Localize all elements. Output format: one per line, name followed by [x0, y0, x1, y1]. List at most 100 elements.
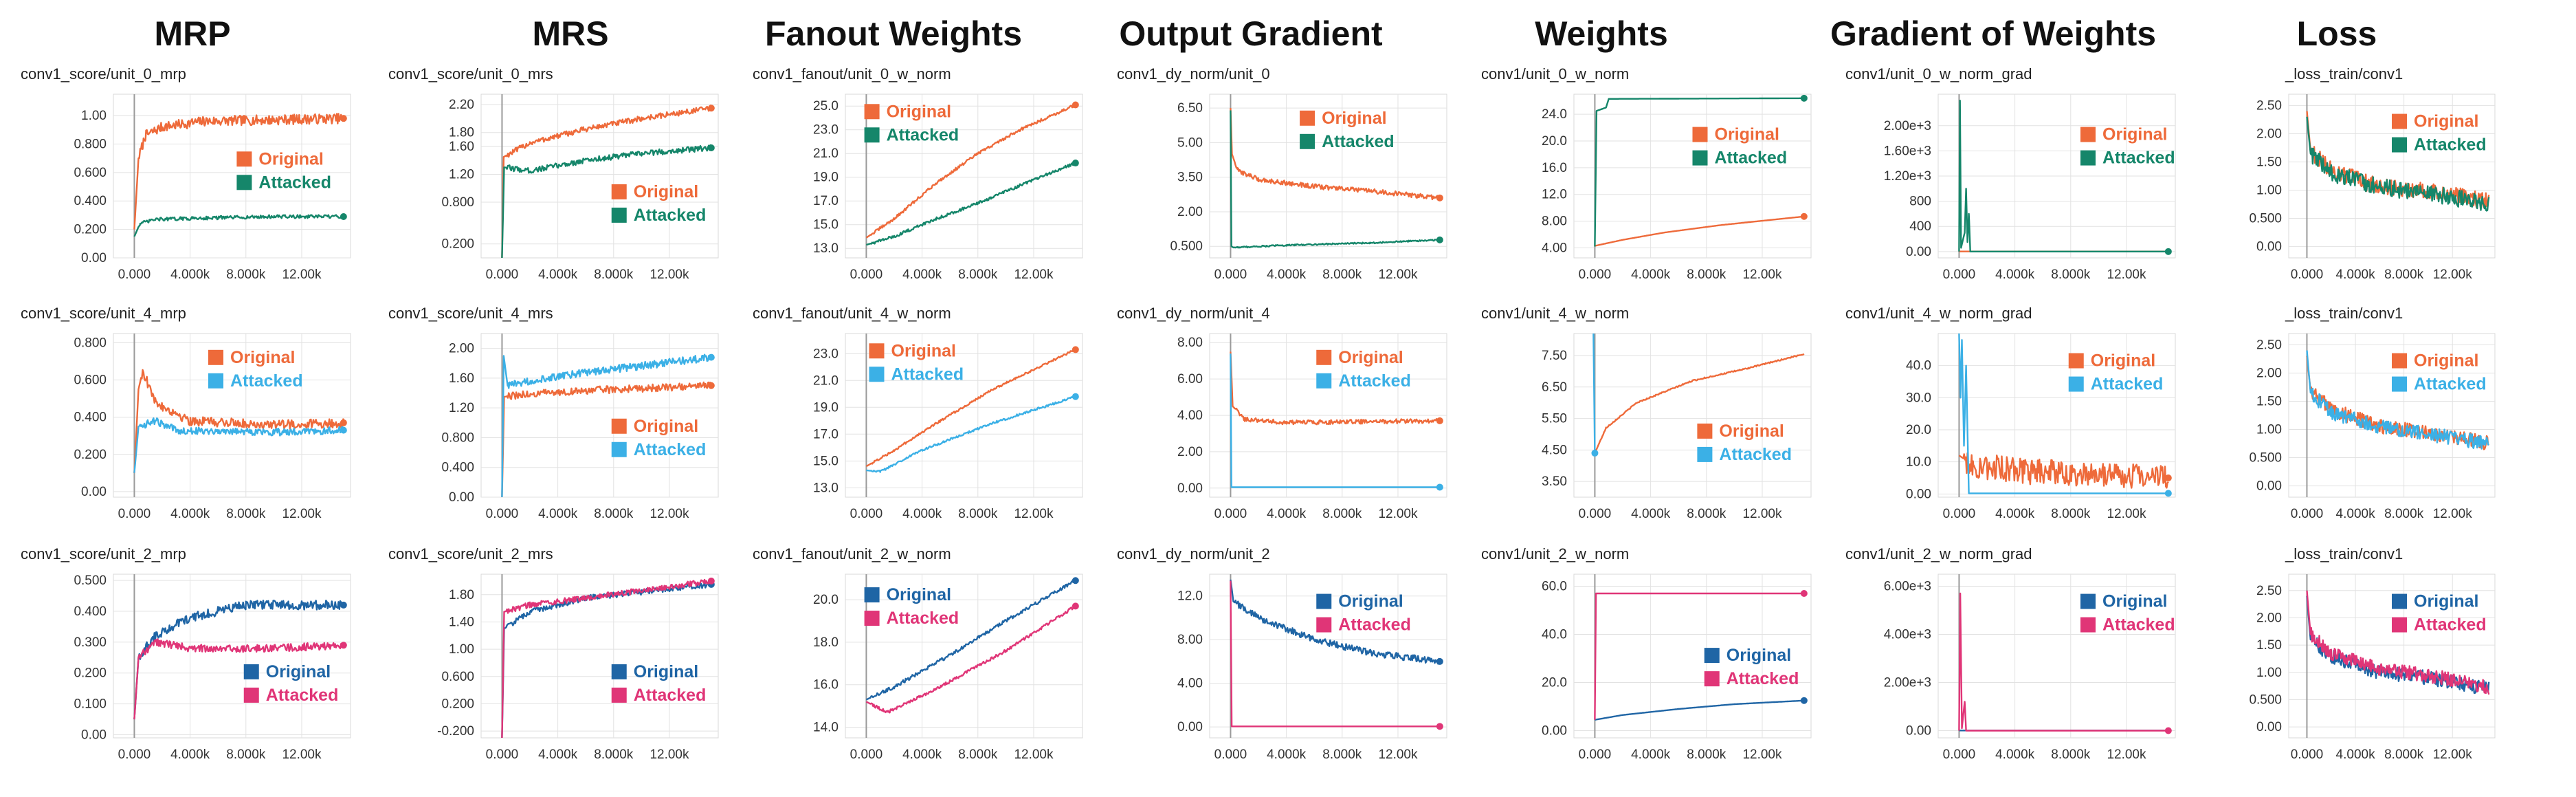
line-chart: 0.200 0.800 1.20 1.601.80 2.20 0.000 4.000k 8.0… [441, 94, 719, 282]
legend-swatch [1316, 593, 1332, 609]
x-tick-label: 8.000k [2384, 268, 2424, 282]
y-tick-label: 7.50 [1542, 349, 1567, 363]
x-tick-label: 8.000k [958, 507, 998, 521]
series-end-marker [1072, 346, 1079, 353]
x-tick-label: 12.00k [1742, 507, 1782, 521]
y-tick-label: 30.0 [1906, 391, 1931, 405]
x-tick-label: 8.000k [1322, 747, 1362, 762]
legend-swatch [611, 441, 627, 457]
x-tick-label: 8.000k [594, 507, 634, 521]
x-tick-label: 4.000k [1995, 747, 2035, 762]
legend-label: Attacked [230, 371, 303, 391]
x-tick-label: 12.00k [649, 268, 689, 282]
series-line-original [133, 600, 344, 720]
y-tick-label: 2.00 [2256, 611, 2282, 625]
y-tick-label: 0.800 [441, 195, 474, 210]
legend-label: Original [2414, 351, 2478, 371]
series-end-marker [340, 115, 347, 122]
legend-label: Attacked [2414, 615, 2487, 635]
x-tick-label: 0.000 [486, 268, 519, 282]
x-tick-label: 8.000k [226, 747, 266, 762]
y-tick-label: 20.0 [1542, 676, 1567, 690]
y-tick-label: 2.50 [2256, 98, 2282, 113]
panel-title: conv1/unit_0_w_norm_grad [1845, 65, 2032, 83]
series-end-marker [1800, 590, 1808, 597]
x-tick-label: 8.000k [2384, 507, 2424, 521]
x-tick-label: 0.000 [850, 747, 883, 762]
panel-title: _loss_train/conv1 [2285, 65, 2403, 83]
series-line-original [1230, 351, 1441, 426]
series-line-original [1594, 353, 1805, 454]
y-tick-label: 2.00 [2256, 127, 2282, 141]
y-tick-label: 0.600 [74, 373, 107, 388]
series-line-original [1595, 215, 1804, 247]
y-tick-label: 16.0 [1542, 161, 1567, 175]
y-tick-label: 15.0 [813, 454, 839, 468]
x-tick-label: 4.000k [170, 268, 210, 282]
series-end-marker [1436, 417, 1443, 424]
x-tick-label: 12.00k [649, 507, 689, 521]
series-end-marker [1800, 94, 1808, 102]
y-tick-label: 0.200 [441, 697, 474, 711]
legend-swatch [611, 207, 627, 223]
series-end-marker [340, 642, 347, 649]
y-tick-label: 0.800 [441, 430, 474, 445]
x-tick-label: 4.000k [2336, 747, 2376, 762]
legend-label: Attacked [1322, 132, 1395, 151]
y-tick-label: 2.00 [449, 342, 474, 356]
x-tick-label: 4.000k [1267, 268, 1307, 282]
legend-swatch [1316, 373, 1332, 389]
y-tick-label: 0.600 [74, 166, 107, 180]
x-tick-label: 4.000k [1631, 507, 1671, 521]
y-tick-label: 21.0 [813, 146, 839, 161]
line-chart: 0.00 0.500 1.00 1.50 2.00 2.50 0.000 4.000k 8.00… [2249, 94, 2496, 282]
y-tick-label: 2.00 [1177, 445, 1203, 459]
series-line-original [865, 348, 1076, 468]
x-tick-label: 8.000k [594, 268, 634, 282]
y-tick-label: 5.00 [1177, 135, 1203, 150]
panel-title: conv1_dy_norm/unit_2 [1117, 545, 1270, 563]
y-tick-label: 0.500 [2249, 451, 2282, 466]
x-tick-label: 4.000k [902, 507, 942, 521]
y-tick-label: 1.60e+3 [1884, 144, 1931, 158]
series-end-marker [707, 382, 715, 389]
x-tick-label: 12.00k [282, 268, 322, 282]
series-end-marker [707, 353, 715, 361]
legend-swatch [2080, 617, 2096, 633]
y-tick-label: -0.200 [437, 724, 474, 739]
x-tick-label: 0.000 [1943, 507, 1976, 521]
legend-label: Attacked [1719, 445, 1792, 464]
legend-label: Original [887, 102, 951, 121]
y-tick-label: 19.0 [813, 171, 839, 185]
series-line-attacked [133, 417, 344, 473]
legend-label: Attacked [1715, 149, 1788, 168]
x-tick-label: 8.000k [594, 747, 634, 762]
legend-swatch [1692, 150, 1708, 166]
legend-label: Attacked [1338, 371, 1411, 391]
x-tick-label: 4.000k [2336, 268, 2376, 282]
legend-label: Attacked [2102, 149, 2175, 168]
series-line-attacked [1958, 333, 2168, 494]
legend-swatch [864, 611, 880, 626]
plot-area [113, 333, 351, 498]
legend-swatch [236, 175, 252, 190]
legend-swatch [2392, 353, 2407, 369]
series-end-marker [707, 577, 715, 585]
x-tick-label: 8.000k [2051, 507, 2091, 521]
y-tick-label: 6.50 [1177, 101, 1203, 116]
series-end-marker [707, 105, 715, 112]
panel-title: conv1_score/unit_2_mrs [388, 545, 553, 563]
y-tick-label: 0.00 [2256, 720, 2282, 734]
series-end-marker [1436, 236, 1443, 243]
line-chart: 0.00 0.500 1.00 1.50 2.00 2.50 0.000 4.000k 8.00… [2249, 333, 2496, 521]
x-tick-label: 4.000k [170, 507, 210, 521]
x-tick-label: 12.00k [1742, 268, 1782, 282]
series-end-marker [1591, 449, 1599, 457]
header-fanout-weights: Fanout Weights [764, 14, 1023, 53]
y-tick-label: 0.800 [74, 137, 107, 151]
line-chart: -0.200 0.200 0.600 1.00 1.40 1.80 0.000 4.000k 8… [437, 574, 719, 762]
x-tick-label: 8.000k [226, 268, 266, 282]
y-tick-label: 0.00 [1177, 720, 1203, 734]
y-tick-label: 2.00e+3 [1884, 119, 1931, 133]
y-tick-label: 20.0 [813, 593, 839, 607]
